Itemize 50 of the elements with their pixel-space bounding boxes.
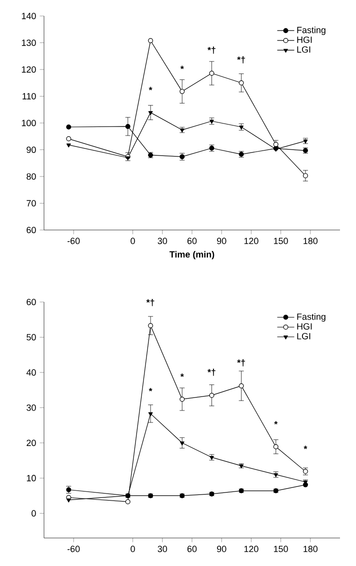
x-tick-label: -60 xyxy=(68,238,80,244)
x-axis-title: Time (min) xyxy=(170,250,214,260)
legend-label: Fasting xyxy=(297,313,326,322)
y-tick-label: 80 xyxy=(26,173,36,180)
x-tick-label: 150 xyxy=(274,546,288,552)
x-tick-label: 60 xyxy=(187,238,197,244)
y-tick-label: 20 xyxy=(26,440,36,446)
y-tick-label: 130 xyxy=(22,40,36,46)
annotation: * xyxy=(148,86,152,90)
x-tick-label: 0 xyxy=(130,546,135,552)
y-tick-label: 70 xyxy=(26,200,36,206)
y-tick-label: 0 xyxy=(32,510,36,517)
annotation: * xyxy=(148,388,152,392)
annotation: *† xyxy=(146,298,154,306)
x-tick-label: -60 xyxy=(68,546,80,552)
y-tick-label: 50 xyxy=(26,334,36,340)
y-tick-label: 60 xyxy=(26,226,36,234)
legend-label: Fasting xyxy=(297,26,326,35)
y-tick-label: 60 xyxy=(26,298,36,306)
legend-label: LGI xyxy=(297,46,310,53)
x-tick-label: 0 xyxy=(130,238,135,244)
x-tick-label: 180 xyxy=(304,238,318,244)
annotation: * xyxy=(180,66,184,70)
legend-label: LGI xyxy=(297,332,310,340)
x-tick-label: 150 xyxy=(274,238,288,244)
y-tick-label: 90 xyxy=(26,146,36,153)
x-tick-label: 120 xyxy=(244,238,258,244)
y-tick-label: 10 xyxy=(26,474,36,482)
y-tick-label: 110 xyxy=(22,93,36,100)
annotation: *† xyxy=(237,359,245,366)
y-tick-label: 40 xyxy=(26,369,36,376)
x-tick-label: 180 xyxy=(304,546,318,552)
annotation: *† xyxy=(208,46,216,54)
annotation: * xyxy=(274,421,278,424)
x-tick-label: 30 xyxy=(158,238,168,244)
legend-label: HGI xyxy=(297,36,312,43)
annotation: * xyxy=(304,446,308,450)
x-tick-label: 90 xyxy=(217,546,226,552)
x-tick-label: 90 xyxy=(217,238,226,244)
y-tick-label: 140 xyxy=(22,12,36,20)
y-tick-label: 30 xyxy=(26,404,36,411)
annotation: *† xyxy=(208,368,216,376)
y-tick-label: 100 xyxy=(22,120,36,126)
y-tick-label: 120 xyxy=(22,66,36,73)
x-tick-label: 60 xyxy=(187,546,197,552)
annotation: *† xyxy=(237,56,245,64)
x-tick-label: 30 xyxy=(158,546,168,552)
x-tick-label: 120 xyxy=(244,546,258,552)
annotation: * xyxy=(180,374,184,377)
legend-label: HGI xyxy=(297,323,312,330)
